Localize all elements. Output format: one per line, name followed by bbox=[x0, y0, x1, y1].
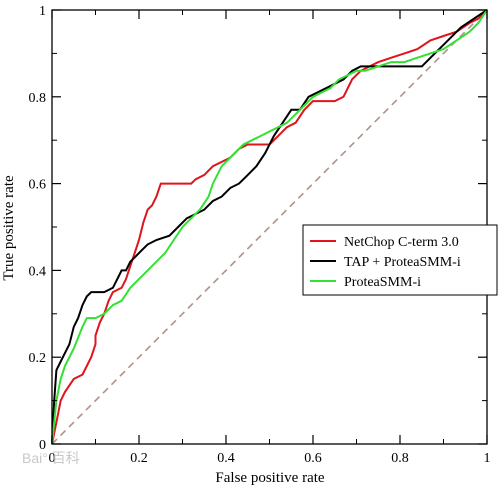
y-tick-label: 0.4 bbox=[29, 264, 47, 279]
x-tick-label: 1 bbox=[484, 451, 491, 466]
y-tick-label: 0.8 bbox=[29, 91, 47, 106]
y-tick-label: 0.2 bbox=[29, 351, 47, 366]
x-tick-label: 0.2 bbox=[130, 451, 148, 466]
y-axis-label: True positive rate bbox=[1, 175, 17, 281]
legend-label-2: ProteaSMM-i bbox=[344, 275, 421, 290]
legend-label-0: NetChop C-term 3.0 bbox=[344, 235, 459, 250]
y-tick-label: 0 bbox=[39, 438, 46, 453]
legend-label-1: TAP + ProteaSMM-i bbox=[344, 255, 461, 270]
series-line-2 bbox=[51, 9, 488, 445]
plot-area: 0 0.2 0.4 0.6 0.8 1 0 0.2 0.4 0.6 0.8 1 NetChop C-te… bbox=[29, 4, 498, 466]
x-tick-label: 0.6 bbox=[304, 451, 322, 466]
reference-diagonal-line bbox=[51, 9, 488, 445]
x-tick-label: 0 bbox=[49, 451, 56, 466]
legend: NetChop C-term 3.0 TAP + ProteaSMM-i Prote… bbox=[302, 224, 498, 296]
y-tick-label: 1 bbox=[39, 4, 46, 19]
x-tick-label: 0.4 bbox=[217, 451, 235, 466]
x-axis-label: False positive rate bbox=[215, 470, 324, 486]
series-line-0 bbox=[51, 9, 488, 445]
watermark-text: Bai° 百科 bbox=[22, 450, 80, 466]
x-tick-label: 0.8 bbox=[391, 451, 409, 466]
y-tick-label: 0.6 bbox=[29, 178, 47, 193]
